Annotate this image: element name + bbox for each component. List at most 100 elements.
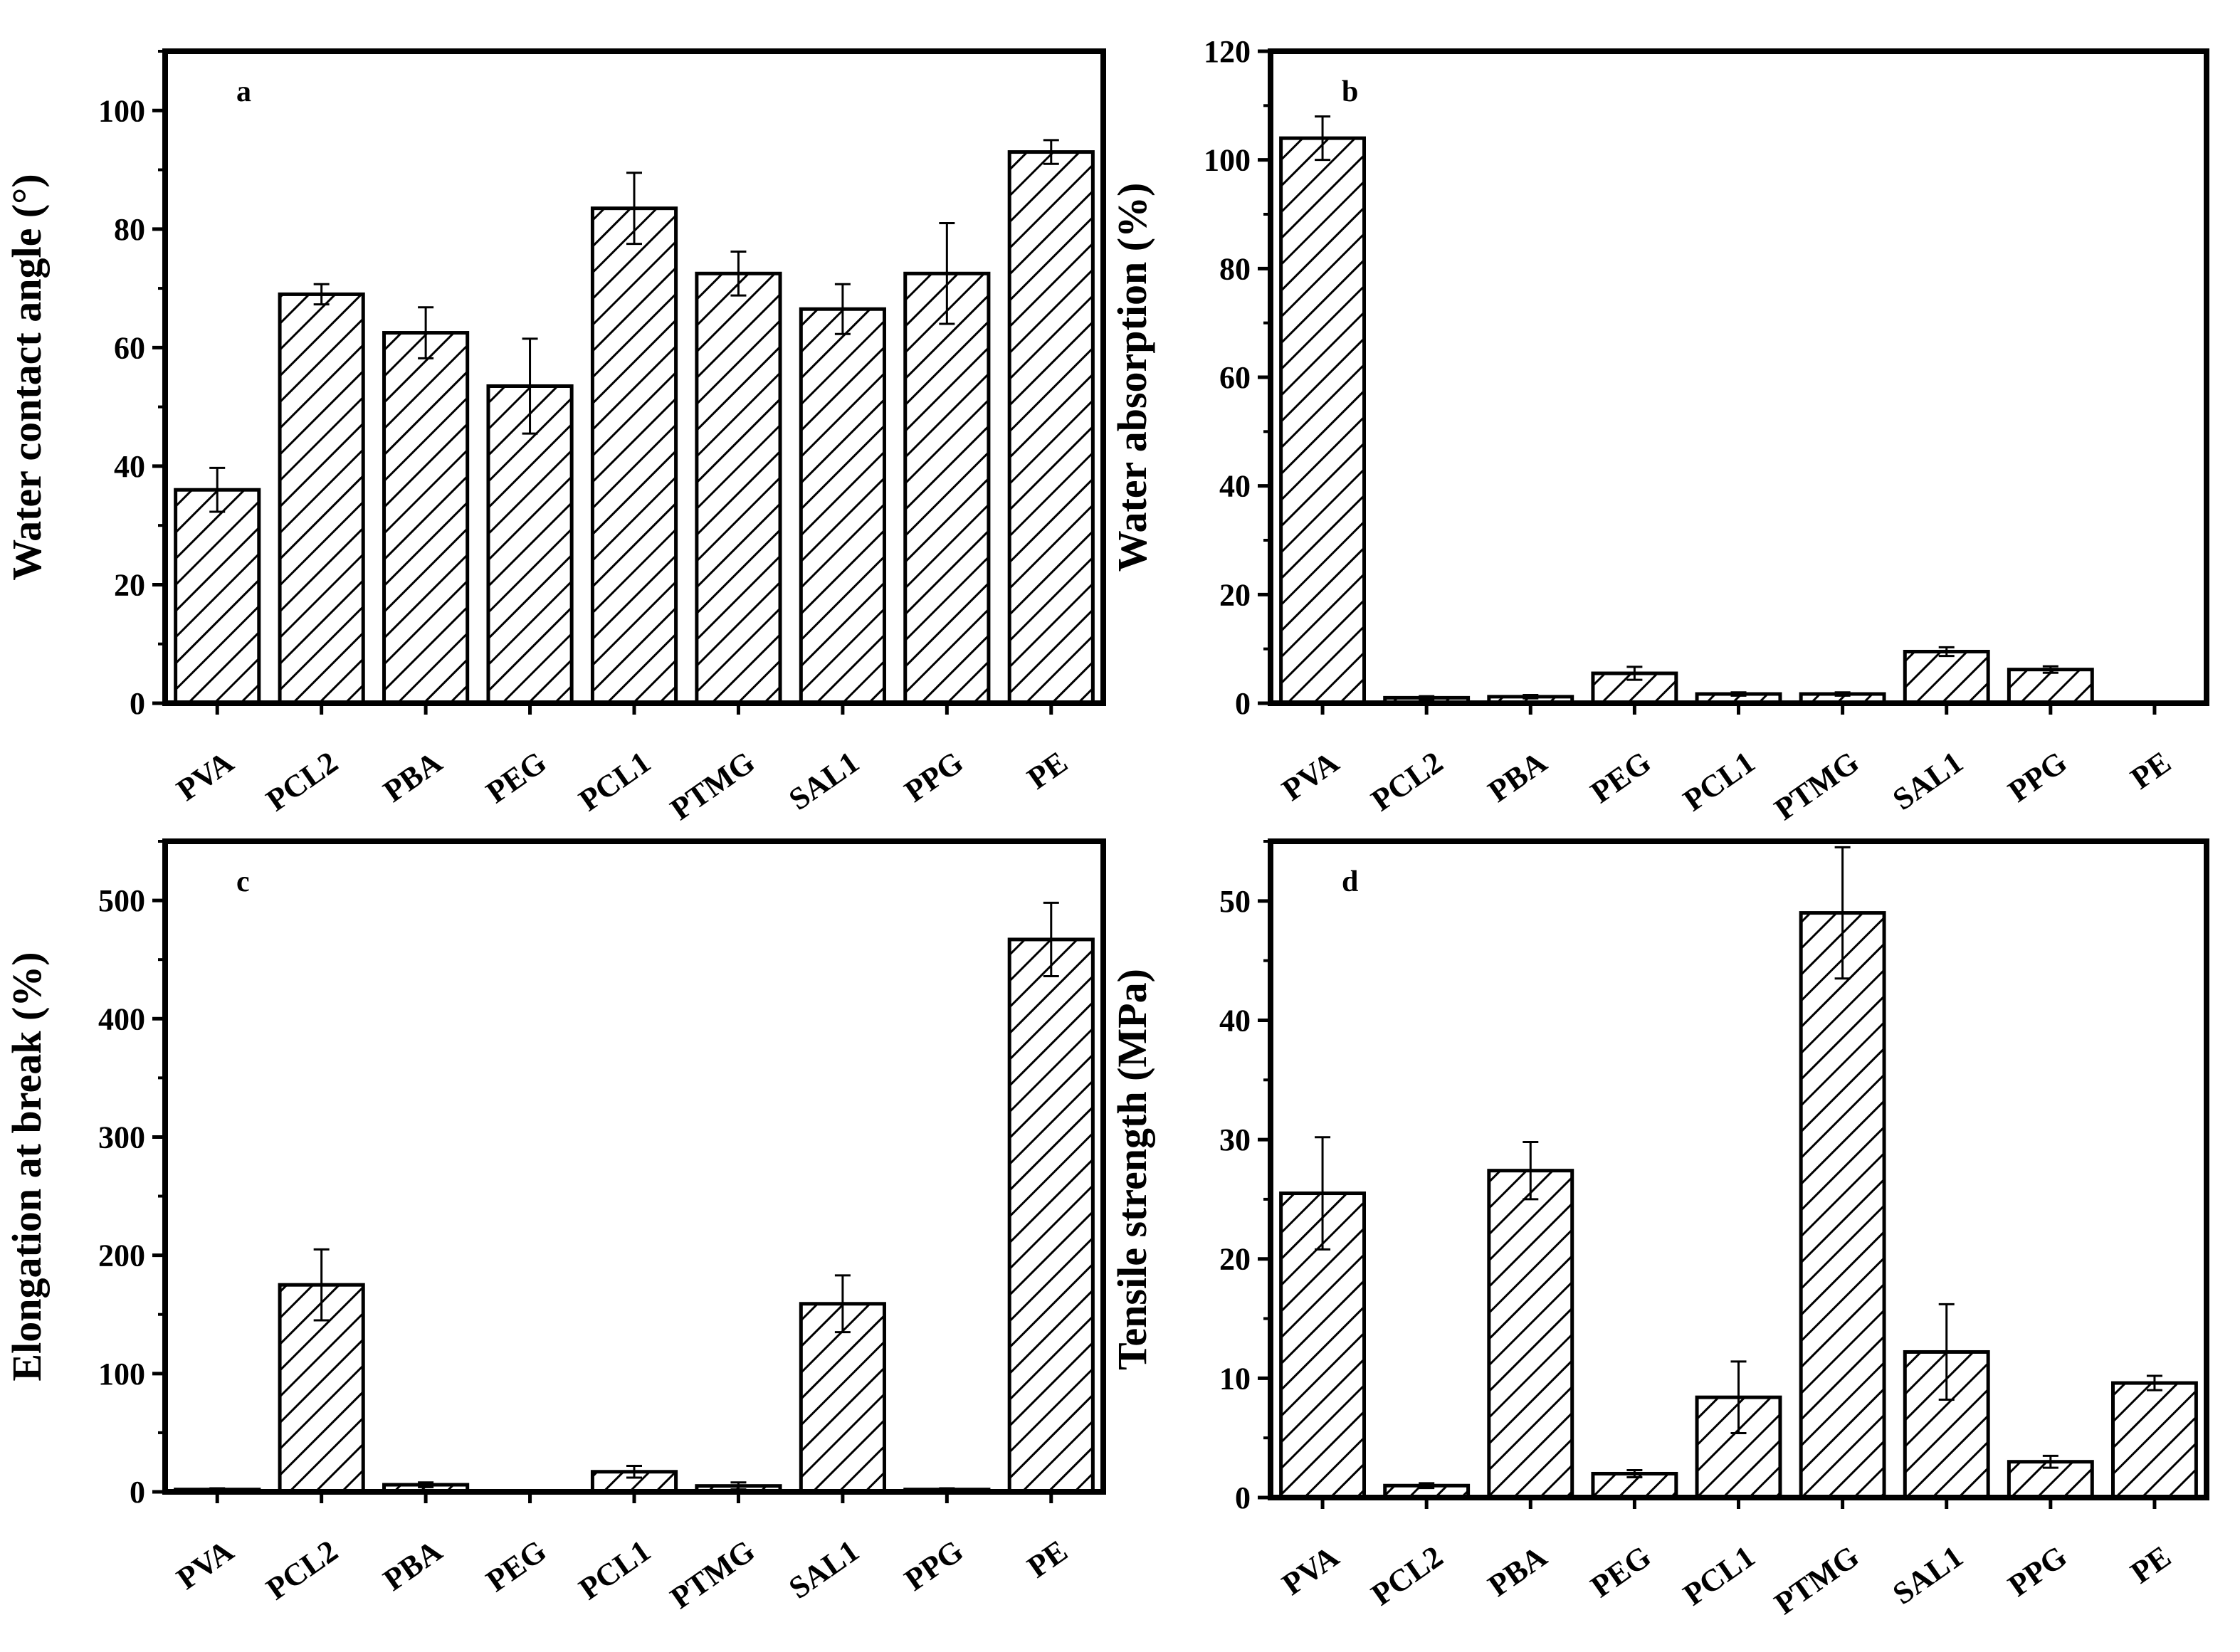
x-tick-label-pcl2: PCL2	[1365, 745, 1449, 818]
y-tick-label: 300	[98, 1120, 145, 1154]
error-bar-pba	[418, 1481, 434, 1488]
bar-pcl2	[278, 292, 365, 705]
x-tick-label-pva: PVA	[170, 1533, 240, 1596]
x-tick-label-ppg: PPG	[898, 1533, 969, 1598]
x-tick-label-pcl2: PCL2	[260, 745, 344, 818]
error-bar-pva	[1315, 1136, 1331, 1251]
error-bar-peg	[522, 337, 538, 435]
y-axis-title: Elongation at break (%)	[4, 952, 50, 1381]
x-tick-label-pe: PE	[1021, 745, 1073, 796]
bar-ppg	[903, 271, 991, 705]
error-bar-pcl2	[1419, 695, 1435, 701]
error-bar-ppg	[2042, 1454, 2058, 1469]
panel-a: 0 20 40 60 80 100 PVA PCL2 PBA PEG PCL1 PTMG SAL1 PPG…	[4, 48, 1106, 827]
x-tick-label-pcl2: PCL2	[1365, 1539, 1449, 1612]
x-tick-label-pcl2: PCL2	[260, 1533, 344, 1606]
y-tick-label: 80	[1219, 251, 1251, 286]
x-tick-label-pcl1: PCL1	[1677, 745, 1761, 818]
error-bar-peg	[1626, 665, 1643, 681]
error-bar-pcl1	[626, 172, 642, 246]
x-tick-label-peg: PEG	[480, 1533, 552, 1599]
y-tick-label: 0	[1235, 686, 1251, 721]
error-bar-ptmg	[730, 250, 747, 297]
panel-d: 0 10 20 30 40 50 PVA PCL2 PBA PEG PCL1 PTMG SAL1 PPG P…	[1109, 838, 2209, 1621]
x-tick-label-pba: PBA	[377, 745, 448, 809]
x-tick-label-sal1: SAL1	[1886, 745, 1969, 817]
y-tick-label: 40	[114, 449, 145, 484]
error-bar-pba	[1523, 1140, 1539, 1201]
error-bar-pcl1	[1730, 691, 1747, 697]
error-bar-pva	[209, 466, 226, 513]
y-tick-label: 30	[1219, 1122, 1251, 1157]
x-tick-label-ppg: PPG	[2002, 745, 2073, 809]
x-tick-label-pba: PBA	[377, 1533, 448, 1598]
x-tick-label-pva: PVA	[1276, 745, 1345, 808]
y-tick-label: 200	[98, 1238, 145, 1273]
error-bar-ppg	[939, 221, 955, 325]
y-tick-label: 40	[1219, 1003, 1251, 1038]
x-tick-label-ppg: PPG	[2002, 1539, 2073, 1604]
bar-pba	[1487, 1169, 1574, 1500]
y-tick-label: 100	[98, 1357, 145, 1391]
x-tick-label-pba: PBA	[1482, 1539, 1553, 1604]
panel-label: a	[236, 75, 251, 108]
y-tick-label: 50	[1219, 884, 1251, 919]
x-tick-label-ptmg: PTMG	[1768, 1539, 1865, 1621]
panel-label: c	[236, 866, 250, 898]
bar-pva	[1279, 136, 1366, 705]
error-bar-pba	[1523, 694, 1539, 700]
y-tick-label: 400	[98, 1001, 145, 1036]
error-bar-sal1	[1938, 1303, 1955, 1401]
panel-b: 0 20 40 60 80 100 120 PVA PCL2 PBA PEG PCL1 PTMG SAL1…	[1109, 34, 2209, 827]
x-tick-label-pe: PE	[1021, 1533, 1073, 1584]
x-tick-label-peg: PEG	[480, 745, 552, 810]
error-bar-sal1	[1938, 646, 1955, 658]
bar-pe	[1007, 150, 1095, 705]
x-tick-label-peg: PEG	[1584, 745, 1657, 810]
y-tick-label: 100	[1204, 143, 1251, 178]
plot-frame	[1268, 48, 2209, 706]
bar-ptmg	[1799, 911, 1886, 1500]
bar-pcl1	[590, 206, 678, 705]
y-tick-label: 20	[1219, 1242, 1251, 1277]
y-tick-label: 60	[114, 330, 145, 365]
error-bar-sal1	[834, 283, 851, 335]
x-tick-label-sal1: SAL1	[782, 1533, 865, 1606]
x-tick-label-ppg: PPG	[898, 745, 969, 809]
x-tick-label-sal1: SAL1	[1886, 1539, 1969, 1611]
y-tick-label: 100	[98, 93, 145, 128]
error-bar-peg	[1626, 1468, 1643, 1479]
y-tick-label: 20	[114, 567, 145, 602]
error-bar-pcl1	[626, 1464, 642, 1479]
x-tick-label-peg: PEG	[1584, 1539, 1657, 1604]
x-tick-label-ptmg: PTMG	[664, 745, 761, 827]
y-tick-label: 500	[98, 883, 145, 918]
bar-pe	[1007, 937, 1095, 1494]
y-tick-label: 0	[1235, 1480, 1251, 1515]
error-bar-pcl2	[313, 1248, 330, 1322]
y-tick-label: 10	[1219, 1361, 1251, 1396]
error-bar-pva	[1315, 115, 1331, 162]
x-tick-label-pva: PVA	[1276, 1539, 1345, 1602]
x-tick-label-pcl1: PCL1	[573, 1533, 657, 1606]
y-tick-label: 40	[1219, 469, 1251, 504]
error-bar-pe	[2146, 1374, 2162, 1391]
error-bar-ptmg	[1834, 691, 1851, 697]
y-axis-title: Water contact angle (°)	[4, 174, 50, 580]
y-tick-label: 20	[1219, 577, 1251, 612]
error-bar-sal1	[834, 1274, 851, 1334]
error-bar-pcl2	[1419, 1482, 1435, 1490]
x-tick-label-pba: PBA	[1482, 745, 1553, 809]
bar-sal1	[1903, 649, 1990, 705]
error-bar-pe	[1043, 139, 1059, 165]
y-axis-title: Water absorption (%)	[1109, 183, 1155, 572]
error-bar-pba	[418, 306, 434, 359]
x-tick-label-sal1: SAL1	[782, 745, 865, 817]
x-tick-label-pe: PE	[2125, 745, 2177, 796]
x-tick-label-ptmg: PTMG	[664, 1533, 761, 1616]
y-tick-label: 0	[130, 1475, 145, 1510]
bar-pba	[382, 331, 470, 705]
bar-pva	[174, 488, 261, 705]
error-bar-pe	[1043, 901, 1059, 977]
